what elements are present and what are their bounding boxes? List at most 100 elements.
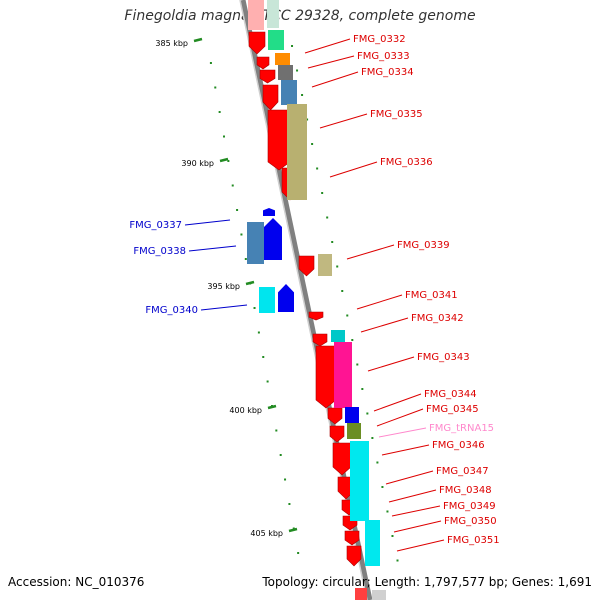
minor-tick: [222, 135, 225, 138]
minor-tick: [214, 86, 217, 89]
gene-label: FMG_0338: [133, 246, 186, 257]
gene-arrow: [346, 545, 362, 567]
minor-tick: [297, 552, 300, 554]
gene-leader-line: [319, 113, 368, 129]
minor-tick: [336, 265, 339, 268]
gene-leader-line: [346, 244, 395, 260]
minor-tick: [249, 282, 252, 285]
gene-label: FMG_0334: [361, 67, 414, 78]
minor-tick: [351, 339, 354, 341]
minor-tick: [227, 160, 230, 162]
minor-tick: [284, 478, 287, 481]
gene-label: FMG_0349: [443, 501, 496, 512]
genome-summary: Topology: circular; Length: 1,797,577 bp…: [262, 575, 592, 589]
minor-tick: [326, 216, 329, 219]
feature-block: [318, 254, 332, 276]
gene-leader-line: [184, 219, 231, 226]
gene-label: FMG_0343: [417, 352, 470, 363]
gene-label: FMG_0346: [432, 440, 485, 451]
feature-block: [331, 330, 345, 342]
kbp-tick-mark: [219, 157, 229, 163]
kbp-tick-label: 400 kbp: [229, 406, 262, 415]
minor-tick: [266, 380, 269, 383]
minor-tick: [301, 94, 304, 96]
minor-tick: [321, 192, 324, 194]
kbp-tick-label: 390 kbp: [181, 159, 214, 168]
gene-arrow: [278, 284, 294, 312]
gene-leader-line: [385, 470, 434, 485]
gene-leader-line: [360, 317, 409, 333]
minor-tick: [306, 118, 309, 121]
feature-block: [259, 287, 275, 313]
feature-block: [347, 423, 361, 439]
minor-tick: [218, 111, 221, 113]
gene-label: FMG_0339: [397, 240, 450, 251]
feature-bottom: [372, 590, 386, 600]
feature-block: [350, 441, 369, 521]
minor-tick: [236, 209, 239, 211]
gene-arrow: [308, 311, 324, 321]
gene-label: FMG_0351: [447, 535, 500, 546]
gene-leader-line: [391, 505, 441, 517]
minor-tick: [296, 69, 299, 72]
gene-leader-line: [307, 55, 355, 69]
gene-label: FMG_0336: [380, 157, 433, 168]
minor-tick: [292, 527, 295, 530]
gene-leader-line: [393, 520, 442, 533]
gene-arrow: [315, 345, 337, 409]
gene-arrow: [262, 84, 279, 111]
feature-faded: [248, 0, 264, 30]
minor-tick: [275, 429, 278, 432]
gene-label: FMG_0332: [353, 34, 406, 45]
kbp-tick-mark: [288, 527, 298, 533]
minor-tick: [240, 233, 243, 236]
feature-block: [268, 30, 284, 50]
minor-tick: [244, 258, 247, 260]
minor-tick: [341, 290, 344, 292]
map-title: Finegoldia magna ATCC 29328, complete ge…: [124, 8, 476, 24]
minor-tick: [316, 167, 319, 170]
gene-arrow: [298, 255, 315, 277]
feature-block: [287, 104, 307, 200]
kbp-tick-label: 405 kbp: [250, 529, 283, 538]
kbp-tick-label: 395 kbp: [207, 282, 240, 291]
minor-tick: [270, 405, 273, 407]
feature-bottom: [355, 588, 367, 600]
minor-tick: [346, 314, 349, 317]
minor-tick: [371, 437, 374, 439]
minor-tick: [291, 45, 294, 47]
gene-leader-line: [396, 539, 445, 552]
gene-arrow: [263, 208, 275, 216]
minor-tick: [231, 184, 234, 187]
gene-arrow: [329, 425, 345, 443]
gene-leader-line: [381, 444, 430, 456]
gene-arrow: [344, 530, 360, 546]
minor-tick: [311, 143, 314, 145]
feature-block: [334, 342, 352, 408]
gene-leader-line: [356, 294, 403, 310]
minor-tick: [386, 510, 389, 513]
feature-block: [275, 53, 290, 65]
feature-block: [281, 80, 297, 105]
kbp-tick-mark: [193, 37, 203, 43]
gene-leader-line: [188, 245, 237, 252]
minor-tick: [356, 363, 359, 366]
gene-label: FMG_0347: [436, 466, 489, 477]
feature-block: [365, 520, 380, 566]
gene-leader-line: [304, 38, 351, 54]
gene-label: FMG_0350: [444, 516, 497, 527]
minor-tick: [288, 503, 291, 505]
feature-block: [345, 407, 359, 423]
gene-label: FMG_0335: [370, 109, 423, 120]
minor-tick: [376, 461, 379, 464]
gene-label: FMG_0341: [405, 290, 458, 301]
gene-arrow: [264, 218, 282, 260]
gene-arrow: [332, 442, 352, 476]
gene-arrow: [259, 69, 276, 84]
gene-leader-line: [378, 427, 427, 438]
gene-label: FMG_tRNA15: [429, 423, 494, 434]
gene-leader-line: [367, 356, 415, 372]
feature-block: [278, 65, 293, 80]
minor-tick: [209, 62, 212, 64]
